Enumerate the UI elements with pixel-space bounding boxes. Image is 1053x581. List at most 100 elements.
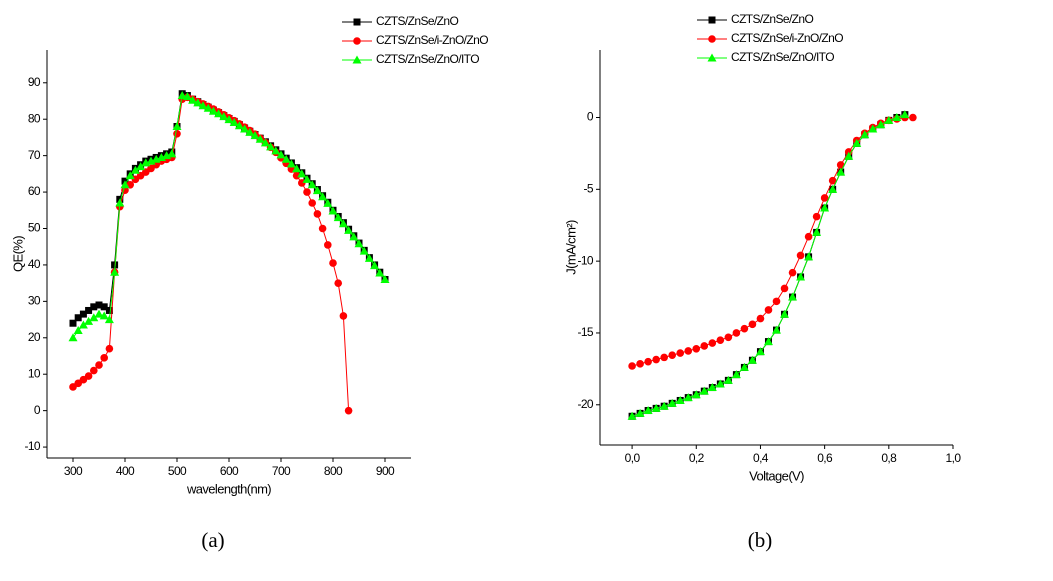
marker	[203, 103, 213, 112]
marker	[755, 347, 765, 356]
marker	[111, 261, 119, 269]
marker	[292, 171, 301, 180]
marker	[636, 360, 644, 368]
marker	[724, 333, 733, 342]
series-line	[631, 114, 906, 417]
marker	[651, 403, 661, 412]
marker	[245, 127, 255, 136]
y-tick-label: 50	[28, 221, 41, 235]
marker	[74, 314, 82, 322]
marker	[78, 320, 88, 329]
marker	[286, 159, 296, 168]
marker	[828, 176, 837, 185]
marker	[224, 115, 234, 124]
marker	[95, 361, 103, 369]
marker	[370, 261, 380, 270]
marker	[812, 227, 822, 236]
y-tick-label: 90	[28, 75, 41, 89]
marker	[100, 303, 108, 311]
marker	[84, 316, 94, 325]
y-tick-label: 40	[28, 257, 41, 271]
marker	[94, 309, 104, 318]
marker	[333, 213, 343, 222]
marker	[723, 375, 733, 384]
marker	[328, 206, 338, 215]
x-tick-label: 0,6	[817, 451, 833, 465]
y-tick-label: -20	[577, 397, 593, 411]
marker	[708, 35, 716, 43]
marker	[354, 239, 364, 248]
marker	[884, 115, 894, 124]
marker	[739, 362, 749, 371]
marker	[292, 164, 302, 173]
marker	[110, 267, 120, 276]
marker	[281, 154, 291, 163]
marker	[260, 138, 270, 147]
legend-label: CZTS/ZnSe/i-ZnO/ZnO	[731, 31, 843, 45]
marker	[219, 112, 229, 121]
marker	[684, 347, 693, 355]
marker	[177, 91, 187, 100]
marker	[731, 370, 741, 379]
marker	[266, 142, 276, 151]
marker	[691, 390, 701, 399]
marker	[375, 268, 385, 277]
marker	[732, 329, 741, 337]
marker	[255, 134, 265, 143]
marker	[707, 383, 717, 392]
x-tick-label: 900	[376, 464, 395, 478]
marker	[643, 406, 653, 415]
marker	[214, 109, 224, 118]
marker	[820, 203, 830, 212]
marker	[344, 225, 354, 234]
x-axis-label: wavelength(nm)	[186, 481, 271, 496]
marker	[748, 320, 757, 329]
marker	[85, 306, 93, 314]
marker	[130, 165, 140, 174]
marker	[627, 411, 637, 420]
marker	[715, 379, 725, 388]
marker	[708, 339, 717, 347]
marker	[836, 161, 845, 169]
marker	[804, 252, 814, 261]
marker	[198, 101, 208, 110]
marker	[79, 310, 87, 318]
marker	[844, 151, 854, 160]
marker	[353, 18, 361, 26]
marker	[353, 37, 361, 45]
y-tick-label: 0	[587, 110, 594, 124]
x-tick-label: 400	[116, 464, 135, 478]
marker	[852, 138, 862, 147]
marker	[120, 180, 130, 189]
y-tick-label: 70	[28, 148, 41, 162]
marker	[796, 272, 806, 281]
legend-label: CZTS/ZnSe/ZnO/ITO	[731, 50, 834, 64]
x-axis-label: Voltage(V)	[749, 468, 804, 483]
marker	[234, 121, 244, 130]
marker	[90, 303, 98, 311]
y-tick-label: -10	[577, 253, 593, 267]
marker	[788, 268, 797, 277]
marker	[380, 275, 390, 283]
y-axis-label: J(mA/cm²)	[563, 220, 578, 275]
x-tick-label: 700	[272, 464, 291, 478]
marker	[73, 326, 83, 334]
marker	[352, 55, 362, 64]
marker	[297, 169, 307, 178]
marker	[900, 110, 910, 119]
marker	[318, 192, 328, 201]
marker	[68, 333, 78, 342]
marker	[772, 325, 781, 334]
marker	[105, 306, 113, 314]
marker	[740, 324, 749, 333]
marker	[329, 259, 337, 267]
marker	[708, 16, 716, 24]
marker	[747, 355, 757, 364]
marker	[308, 199, 317, 207]
marker	[136, 162, 146, 171]
series-line	[631, 114, 906, 417]
marker	[764, 306, 773, 314]
marker	[364, 253, 374, 262]
marker	[323, 198, 333, 207]
marker	[99, 311, 109, 320]
